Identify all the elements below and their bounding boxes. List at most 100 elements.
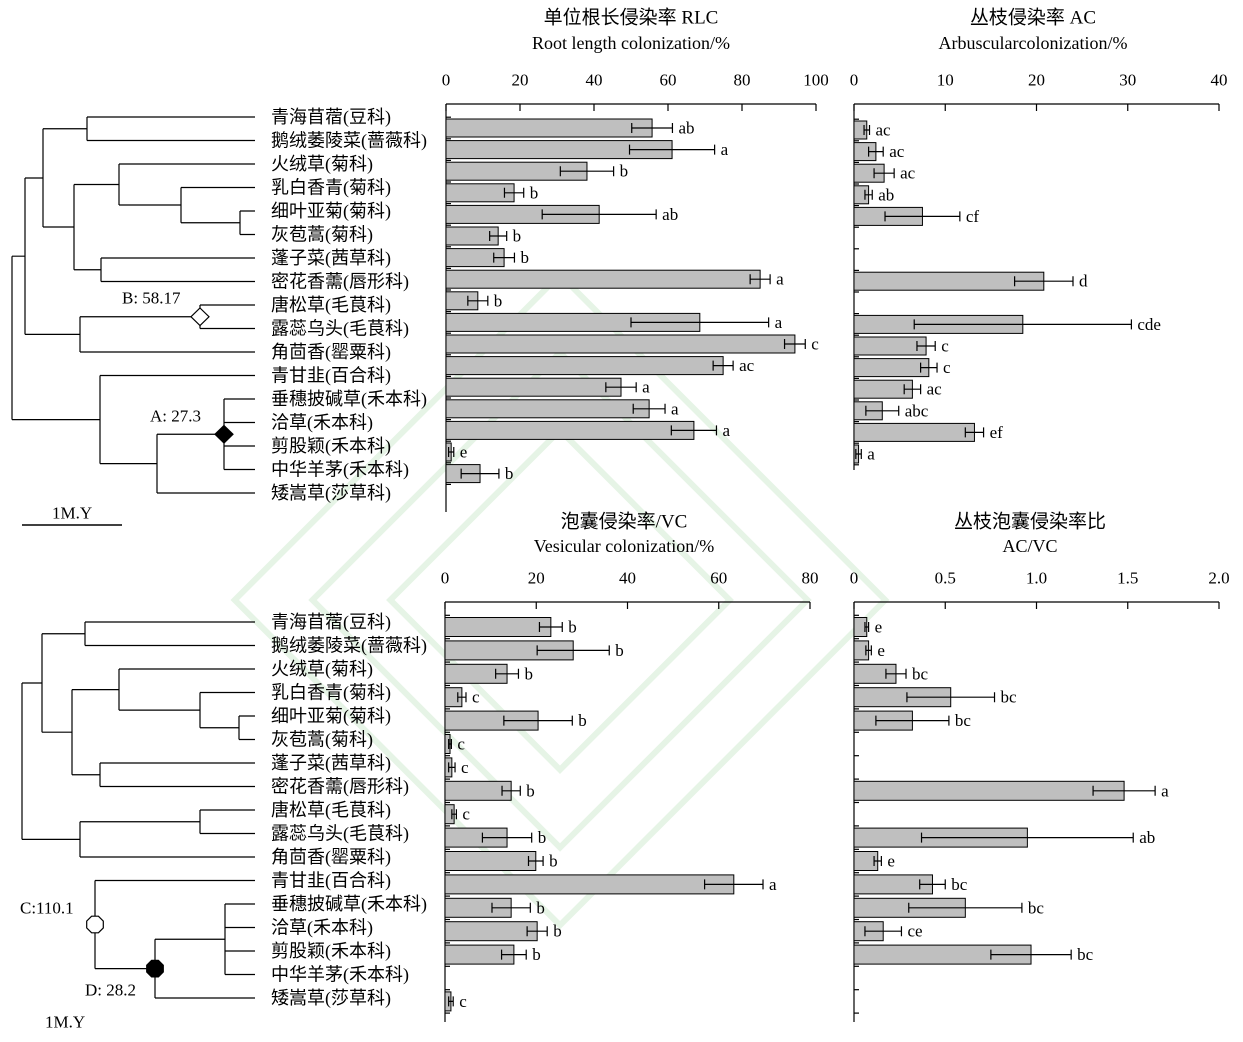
significance-letter: b: [524, 664, 533, 683]
bar: [444, 921, 538, 942]
x-tick-label: 0: [441, 569, 450, 588]
significance-letter: b: [526, 781, 535, 800]
significance-letter: ab: [662, 205, 678, 224]
error-bar: [489, 231, 508, 241]
x-tick-label: 0: [850, 71, 859, 90]
species-label: 鹅绒萎陵菜(蔷薇科): [271, 636, 427, 657]
significance-letter: cde: [1137, 315, 1161, 334]
species-label: 洽草(禾本科): [271, 918, 373, 939]
error-bar: [903, 384, 922, 395]
species-label: 唐松草(毛茛科): [271, 800, 391, 821]
rlc-chart: 单位根长侵染率 RLC Root length colonization/% 0 20…: [442, 7, 829, 512]
node-a-marker: [214, 424, 234, 444]
phylogenetic-tree-top: B: 58.17 A: 27.3 1M.Y: [11, 116, 255, 526]
species-label: 青甘韭(百合科): [271, 871, 391, 892]
bar: [853, 358, 930, 378]
chart-title: 丛枝侵染率 AC: [970, 7, 1096, 29]
x-tick-label: 100: [803, 71, 829, 90]
species-label: 火绒草(菊科): [271, 154, 373, 175]
bar: [445, 399, 650, 419]
bar: [853, 336, 927, 356]
significance-letter: bc: [1028, 898, 1045, 917]
x-tick-label: 10: [937, 71, 954, 90]
significance-letter: abc: [905, 401, 929, 420]
x-tick-label: 30: [1119, 71, 1136, 90]
error-bar: [503, 715, 573, 726]
species-label: 乳白香青(菊科): [271, 683, 391, 704]
error-bar: [605, 382, 637, 393]
species-label: 鹅绒萎陵菜(蔷薇科): [271, 131, 427, 152]
bar: [445, 118, 653, 138]
bar: [853, 422, 975, 442]
species-label: 露蕊乌头(毛茛科): [271, 824, 409, 845]
significance-letter: a: [769, 875, 777, 894]
phylogenetic-tree-bottom: C:110.1 D: 28.2 1M.Y: [20, 621, 255, 1032]
x-tick-label: 0.5: [935, 569, 956, 588]
significance-letter: c: [811, 335, 819, 354]
chart-subtitle: Root length colonization/%: [532, 33, 730, 53]
significance-letter: ac: [889, 142, 905, 161]
species-labels-bottom: 青海苜蓿(豆科) 鹅绒萎陵菜(蔷薇科)火绒草(菊科) 乳白香青(菊科)细叶亚菊(菊科…: [271, 612, 427, 1009]
species-label: 细叶亚菊(菊科): [271, 201, 391, 222]
significance-letter: c: [472, 688, 480, 707]
x-tick-label: 60: [710, 569, 727, 588]
error-bar: [884, 211, 961, 222]
significance-letter: ce: [907, 922, 922, 941]
significance-letter: bc: [912, 664, 929, 683]
error-bar: [630, 317, 770, 328]
significance-letter: a: [1161, 781, 1169, 800]
watermark-shape: [308, 348, 812, 852]
significance-letter: ac: [900, 164, 916, 183]
error-bar: [481, 832, 533, 843]
chart-title: 单位根长侵染率 RLC: [544, 7, 719, 29]
error-bar: [448, 739, 452, 749]
significance-letter: ab: [678, 119, 694, 138]
error-bar: [916, 341, 936, 351]
error-bar: [527, 856, 544, 866]
error-bar: [501, 785, 521, 796]
significance-letter: c: [459, 992, 467, 1011]
species-label: 蓬子菜(茜草科): [271, 753, 391, 774]
significance-letter: ef: [990, 423, 1004, 442]
error-bar: [865, 405, 900, 416]
species-labels-top: 青海苜蓿(豆科) 鹅绒萎陵菜(蔷薇科)火绒草(菊科) 乳白香青(菊科)细叶亚菊(菊科…: [271, 107, 427, 504]
error-bar: [491, 902, 531, 913]
species-label: 中华羊茅(禾本科): [271, 460, 409, 481]
significance-letter: e: [887, 852, 895, 871]
species-label: 青海苜蓿(豆科): [271, 612, 391, 633]
error-bar: [906, 692, 996, 703]
significance-letter: bc: [955, 711, 972, 730]
error-bar: [451, 809, 458, 820]
node-d-marker: [146, 959, 164, 978]
error-bar: [448, 996, 454, 1007]
significance-letter: bc: [951, 875, 968, 894]
x-tick-label: 0: [850, 569, 859, 588]
bar: [853, 780, 1125, 801]
species-label: 露蕊乌头(毛茛科): [271, 319, 409, 340]
significance-letter: ab: [878, 185, 894, 204]
error-bar: [559, 166, 615, 177]
tree-branches: [21, 621, 255, 999]
species-label: 角茴香(罂粟科): [271, 847, 391, 868]
significance-letter: b: [549, 852, 558, 871]
error-bar: [467, 295, 489, 306]
bar: [445, 377, 622, 397]
species-label: 矮嵩草(莎草科): [271, 988, 391, 1009]
error-bar: [447, 447, 455, 457]
species-label: 唐松草(毛茛科): [271, 295, 391, 316]
bar: [444, 617, 552, 637]
significance-letter: ab: [1139, 828, 1155, 847]
significance-letter: b: [620, 162, 629, 181]
x-tick-label: 60: [660, 71, 677, 90]
x-tick-label: 80: [734, 71, 751, 90]
species-label: 中华羊茅(禾本科): [271, 965, 409, 986]
watermark-shape: [230, 270, 890, 930]
bar: [445, 356, 724, 376]
chart-title: 丛枝泡囊侵染率比: [954, 511, 1106, 533]
chart-subtitle: AC/VC: [1002, 536, 1057, 556]
x-tick-label: 40: [1211, 71, 1228, 90]
error-bar: [864, 189, 873, 200]
significance-letter: a: [775, 313, 783, 332]
charts: 单位根长侵染率 RLC Root length colonization/% 0 20…: [441, 7, 1230, 1022]
